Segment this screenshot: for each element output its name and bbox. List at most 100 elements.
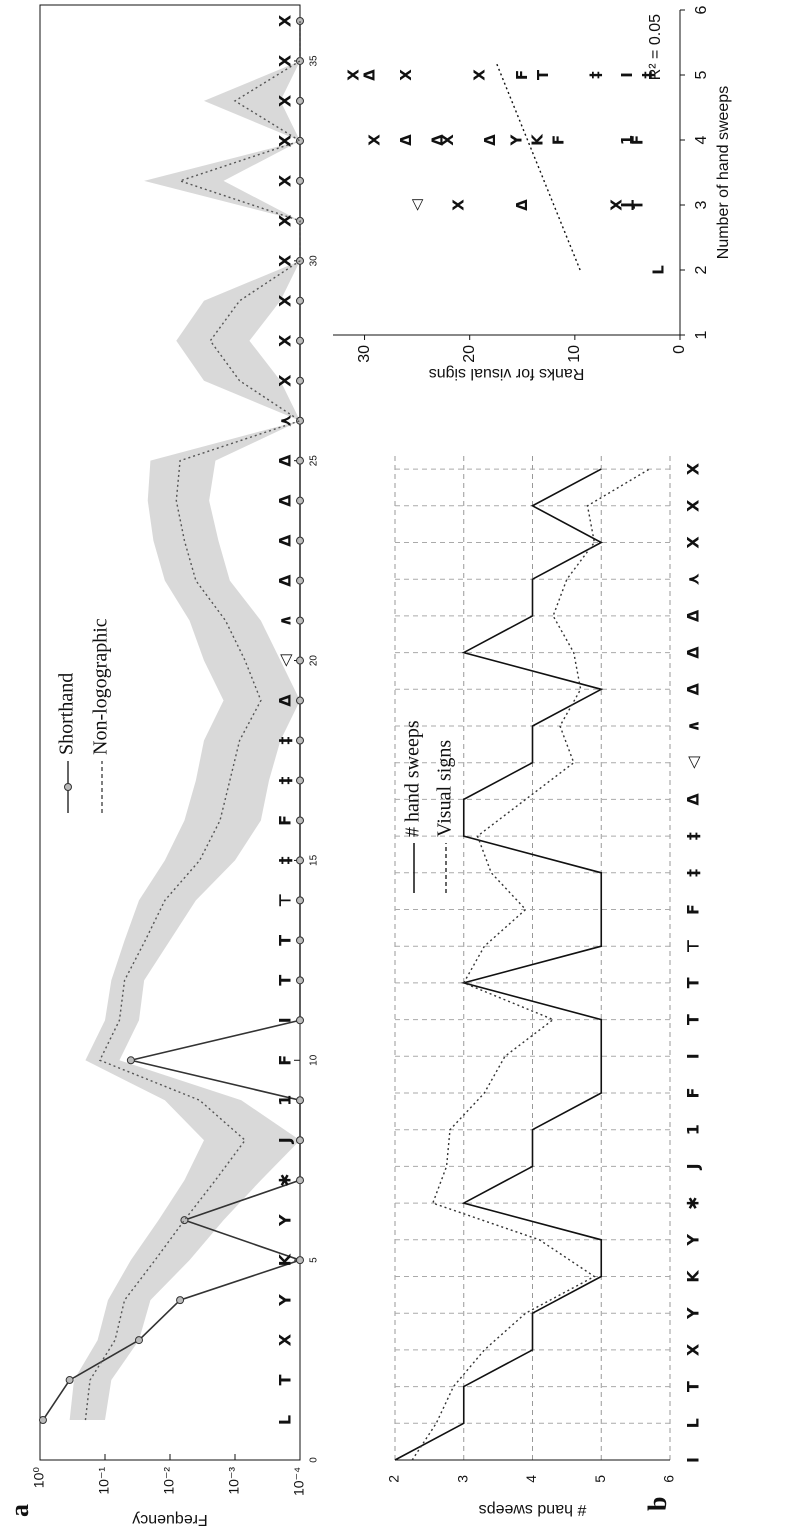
x-category-label: ◁ xyxy=(276,654,295,668)
x-category-label: I xyxy=(684,1053,703,1059)
y-tick-label: 0 xyxy=(671,345,688,354)
point: Δ xyxy=(360,69,378,81)
x-category-label: Δ xyxy=(684,646,703,659)
x-category-label: T xyxy=(684,1014,703,1025)
x-category-label: X xyxy=(684,536,703,549)
point: X xyxy=(471,69,489,81)
point xyxy=(297,777,304,784)
legend-label: Non-logographic xyxy=(90,618,112,755)
point xyxy=(66,1377,73,1384)
x-tick-label: 2 xyxy=(693,265,710,274)
point xyxy=(297,177,304,184)
x-category-label: X xyxy=(276,54,295,67)
x-category-label: X xyxy=(684,1343,703,1356)
x-category-label: ⋏ xyxy=(276,414,295,427)
y-axis-label: Ranks for visual signs xyxy=(429,365,585,382)
x-category-label: ‡ xyxy=(684,869,703,877)
point xyxy=(297,457,304,464)
x-category-label: X xyxy=(684,462,703,475)
x-category-label: Y xyxy=(684,1307,703,1320)
point xyxy=(297,17,304,24)
x-category-label: T xyxy=(684,977,703,988)
x-category-label: I xyxy=(276,1017,295,1023)
point xyxy=(297,657,304,664)
point: X xyxy=(345,69,363,81)
x-category-label: 1 xyxy=(684,1124,703,1135)
point: Δ xyxy=(513,199,531,211)
x-tick-label: 5 xyxy=(309,1257,320,1263)
x-category-label: X xyxy=(276,1333,295,1346)
x-category-label: ‡ xyxy=(276,856,295,864)
point xyxy=(177,1297,184,1304)
legend-label: Shorthand xyxy=(56,673,78,755)
x-tick-label: 6 xyxy=(693,5,710,14)
x-category-label: ‡ xyxy=(276,736,295,744)
point xyxy=(297,137,304,144)
x-category-label: I xyxy=(684,1457,703,1463)
point: X xyxy=(397,69,415,81)
x-category-label: X xyxy=(276,294,295,307)
point: X xyxy=(450,199,468,211)
x-category-label: J xyxy=(684,1163,703,1170)
x-category-label: ⊤ xyxy=(276,893,295,908)
x-category-label: Δ xyxy=(684,793,703,806)
trend-line xyxy=(496,62,580,270)
x-category-label: ✱ xyxy=(684,1196,703,1209)
x-category-label: ‡ xyxy=(684,832,703,840)
point xyxy=(297,617,304,624)
x-category-label: F xyxy=(276,815,295,826)
point: F xyxy=(513,70,531,80)
point xyxy=(297,1177,304,1184)
point xyxy=(297,1017,304,1024)
x-category-label: Y xyxy=(276,1214,295,1227)
x-category-label: X xyxy=(276,94,295,107)
x-category-label: Δ xyxy=(276,534,295,547)
x-category-label: Δ xyxy=(276,454,295,467)
x-category-label: Δ xyxy=(684,609,703,622)
y-tick-label: 20 xyxy=(461,345,478,363)
x-category-label: X xyxy=(276,374,295,387)
point xyxy=(127,1057,134,1064)
point: T xyxy=(628,199,646,210)
x-category-label: K xyxy=(276,1253,295,1266)
point xyxy=(297,937,304,944)
y-tick-label: 10⁻⁴ xyxy=(291,1467,307,1496)
x-category-label: X xyxy=(276,134,295,147)
x-tick-label: 20 xyxy=(309,655,320,667)
series-line xyxy=(395,469,601,1460)
x-category-label: F xyxy=(276,1055,295,1066)
x-category-label: X xyxy=(276,254,295,267)
x-category-label: ∧ xyxy=(684,720,703,733)
x-tick-label: 25 xyxy=(309,455,320,467)
y-tick-label: 3 xyxy=(454,1475,470,1483)
y-axis-label: # hand sweeps xyxy=(479,1501,587,1518)
point xyxy=(297,57,304,64)
legend-marker xyxy=(65,784,72,791)
x-tick-label: 1 xyxy=(693,330,710,339)
figure: 10⁻⁴10⁻³10⁻²10⁻¹10⁰05101520253035Shortha… xyxy=(0,0,786,1533)
x-category-label: L xyxy=(276,1415,295,1425)
point xyxy=(297,577,304,584)
panel-label: b xyxy=(643,1497,672,1511)
point xyxy=(297,297,304,304)
point: ‡ xyxy=(586,71,604,79)
x-category-label: T xyxy=(276,975,295,986)
point: Y xyxy=(508,133,526,146)
x-tick-label: 5 xyxy=(693,70,710,79)
point xyxy=(135,1337,142,1344)
x-category-label: ‡ xyxy=(276,776,295,784)
y-tick-label: 10 xyxy=(566,345,583,363)
x-axis-label: Number of hand sweeps xyxy=(715,86,732,259)
x-category-label: Y xyxy=(276,1294,295,1307)
point: X xyxy=(366,134,384,146)
point: K xyxy=(529,133,547,146)
point xyxy=(297,857,304,864)
y-tick-label: 30 xyxy=(356,345,373,363)
point: T xyxy=(534,69,552,80)
point xyxy=(297,977,304,984)
x-category-label: ◁ xyxy=(684,756,703,770)
annotation: R² = 0.05 xyxy=(647,14,664,80)
point xyxy=(297,377,304,384)
x-tick-label: 10 xyxy=(309,1054,320,1066)
x-category-label: L xyxy=(684,1418,703,1428)
